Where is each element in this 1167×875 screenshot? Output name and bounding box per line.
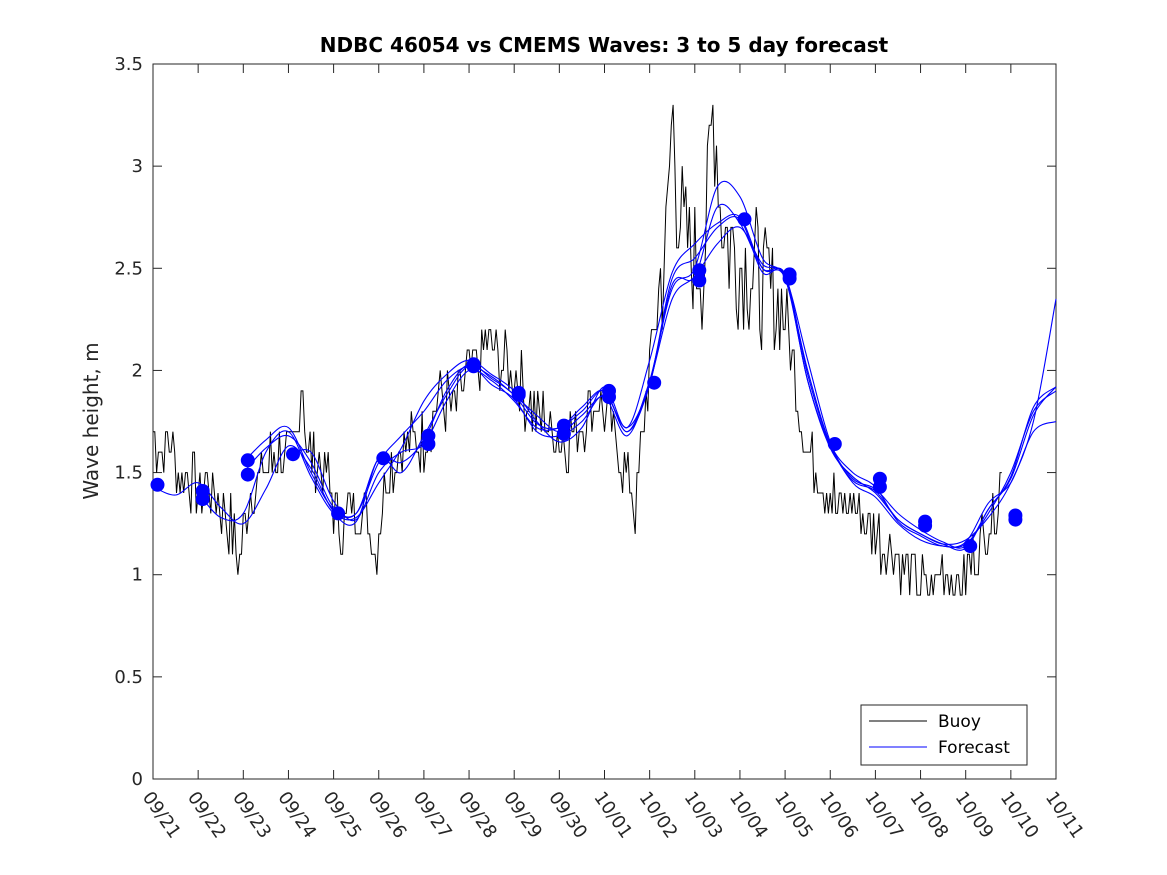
y-tick-label: 1 <box>132 565 143 586</box>
y-tick-label: 0.5 <box>114 667 143 688</box>
y-tick-label: 3.5 <box>114 54 143 75</box>
forecast-marker <box>647 375 662 390</box>
forecast-marker <box>737 212 752 227</box>
forecast-marker <box>240 467 255 482</box>
legend: Buoy Forecast <box>860 704 1028 766</box>
forecast-marker <box>556 426 571 441</box>
forecast-marker <box>286 447 300 462</box>
buoy-line <box>153 104 1002 596</box>
forecast-marker <box>511 387 526 402</box>
chart-title: NDBC 46054 vs CMEMS Waves: 3 to 5 day fo… <box>320 33 889 57</box>
forecast-markers <box>150 212 1023 554</box>
forecast-marker <box>331 506 346 521</box>
forecast-marker <box>150 477 165 492</box>
forecast-marker <box>692 273 707 288</box>
forecast-marker <box>240 453 255 468</box>
y-tick-label: 2.5 <box>114 258 143 279</box>
legend-forecast-label: Forecast <box>938 738 1010 758</box>
buoy-series <box>153 104 1002 596</box>
forecast-marker <box>421 437 436 451</box>
y-tick-label: 3 <box>132 156 143 177</box>
y-tick-label: 2 <box>132 360 143 381</box>
forecast-marker <box>1008 512 1023 527</box>
forecast-marker <box>466 359 481 374</box>
y-axis: 0 0.5 1 1.5 2 2.5 3 3.5 <box>114 54 1056 790</box>
forecast-line-4 <box>197 215 1057 548</box>
legend-buoy-label: Buoy <box>938 712 981 732</box>
y-tick-label: 0 <box>132 769 143 790</box>
forecast-marker <box>918 518 933 533</box>
forecast-marker <box>376 451 391 466</box>
forecast-marker <box>963 539 978 554</box>
y-tick-label: 1.5 <box>114 463 143 484</box>
plot-frame <box>152 63 1057 780</box>
forecast-marker <box>872 479 887 494</box>
forecast-marker <box>602 390 616 404</box>
forecast-marker <box>195 492 210 507</box>
forecast-marker <box>827 437 842 451</box>
y-axis-label: Wave height, m <box>79 342 103 499</box>
forecast-line-3 <box>288 180 1057 549</box>
forecast-marker <box>782 271 797 286</box>
legend-box <box>860 704 1028 766</box>
